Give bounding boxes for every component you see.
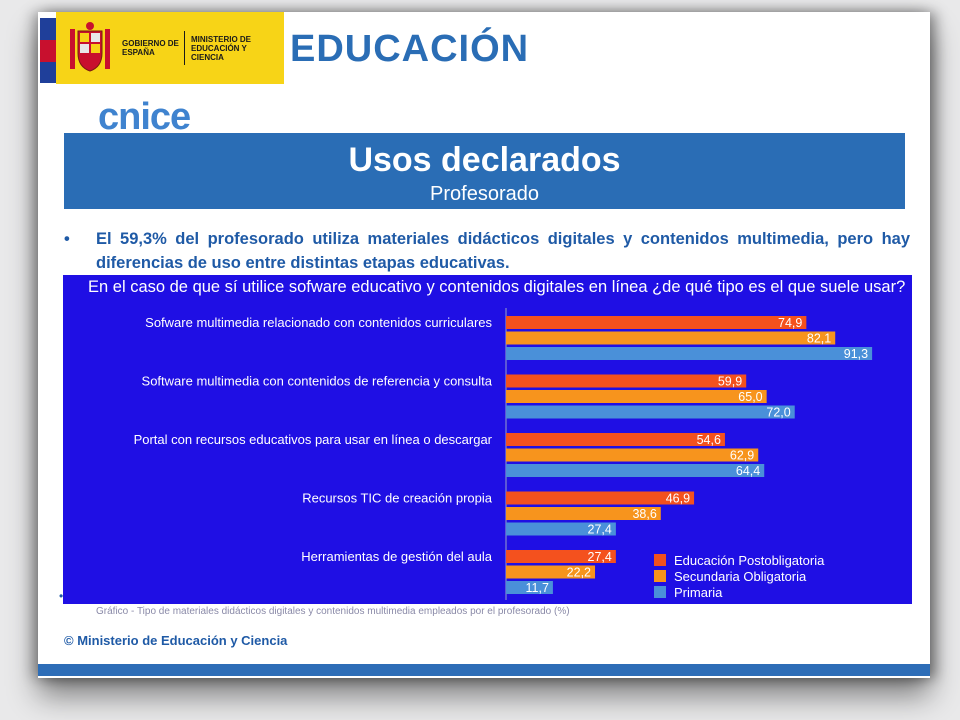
eu-flag-strip	[40, 18, 56, 84]
bar-value-label: 11,7	[526, 581, 549, 595]
bar-value-label: 65,0	[738, 390, 762, 404]
bar-value-label: 91,3	[844, 347, 868, 361]
bar-chart: Sofware multimedia relacionado con conte…	[134, 308, 873, 600]
category-label: Portal con recursos educativos para usar…	[134, 432, 493, 447]
bullet-icon: •	[59, 589, 64, 603]
bar	[506, 581, 553, 594]
legend-swatch	[654, 586, 666, 598]
educacion-brand: EDUCACIÓN	[290, 28, 530, 70]
bar	[506, 433, 725, 446]
bar	[506, 464, 765, 477]
ministry-text: MINISTERIO DE EDUCACIÓN Y CIENCIA	[191, 34, 252, 62]
bar	[506, 507, 661, 520]
bar	[506, 347, 873, 360]
category-label: Recursos TIC de creación propia	[302, 491, 493, 506]
chart-panel	[63, 275, 912, 604]
bar	[506, 565, 596, 579]
bar-value-label: 54,6	[697, 433, 721, 447]
bullet-icon: •	[64, 230, 70, 248]
chart-caption: Gráfico - Tipo de materiales didácticos …	[96, 606, 570, 617]
government-text: GOBIERNO DE ESPAÑA	[122, 39, 179, 57]
bullet-text: El 59,3% del profesorado utiliza materia…	[96, 230, 910, 272]
slide-bottom-bar	[38, 664, 930, 676]
bar	[506, 491, 695, 505]
category-label: Sofware multimedia relacionado con conte…	[145, 315, 492, 330]
bar	[506, 331, 836, 345]
bar	[506, 374, 747, 388]
bar-value-label: 27,4	[588, 550, 612, 564]
bullet-item: • El 59,3% del profesorado utiliza mater…	[64, 227, 910, 275]
cnice-logo: cnice	[98, 96, 191, 138]
chart-title: En el caso de que sí utilice sofware edu…	[88, 278, 906, 296]
bar-value-label: 74,9	[778, 316, 802, 330]
bar	[506, 550, 616, 563]
bar	[506, 405, 795, 419]
bar-value-label: 38,6	[632, 507, 656, 521]
bar	[506, 316, 807, 329]
bar	[506, 390, 767, 403]
slide-subtitle: Profesorado	[430, 183, 539, 205]
bar-value-label: 64,4	[736, 464, 760, 478]
bar-value-label: 22,2	[567, 566, 591, 580]
government-logo: GOBIERNO DE ESPAÑA MINISTERIO DE EDUCACI…	[56, 12, 284, 84]
bar-value-label: 62,9	[730, 449, 754, 463]
copyright-text: © Ministerio de Educación y Ciencia	[64, 633, 288, 648]
legend-label: Educación Postobligatoria	[674, 553, 825, 568]
logo-divider	[184, 31, 185, 65]
bar	[506, 522, 616, 536]
legend-swatch	[654, 570, 666, 582]
legend-label: Primaria	[674, 585, 723, 600]
bar-value-label: 72,0	[766, 406, 790, 420]
bar-value-label: 82,1	[807, 332, 831, 346]
category-label: Herramientas de gestión del aula	[301, 549, 493, 564]
bar-value-label: 27,4	[588, 523, 612, 537]
bar	[506, 448, 759, 462]
slide-title: Usos declarados	[348, 141, 621, 179]
title-band: Usos declarados Profesorado	[64, 133, 905, 209]
bar-value-label: 59,9	[718, 375, 742, 389]
coat-of-arms-icon	[66, 20, 114, 76]
legend-swatch	[654, 554, 666, 566]
category-label: Software multimedia con contenidos de re…	[142, 374, 493, 389]
legend-label: Secundaria Obligatoria	[674, 569, 807, 584]
bar-value-label: 46,9	[666, 492, 690, 506]
